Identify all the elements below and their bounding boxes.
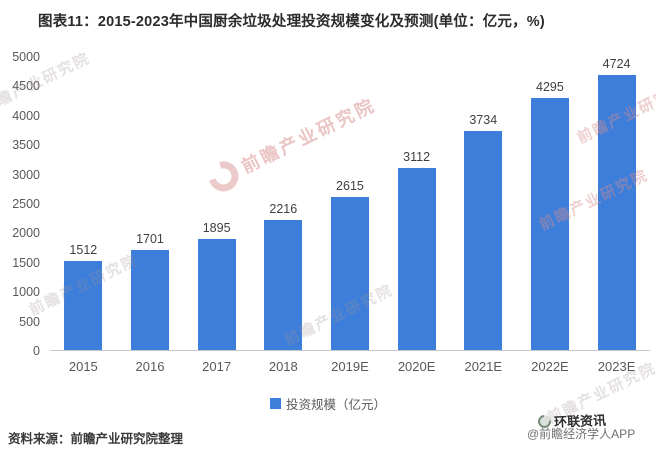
y-axis-tick-label: 2500 bbox=[12, 197, 40, 211]
bar-column: 4295 2022E bbox=[517, 57, 583, 374]
bar bbox=[130, 250, 169, 350]
y-axis-tick-label: 3500 bbox=[12, 138, 40, 153]
chart-title: 图表11：2015-2023年中国厨余垃圾处理投资规模变化及预测(单位：亿元，%… bbox=[38, 14, 545, 30]
bar-column: 1701 2016 bbox=[117, 57, 183, 374]
y-axis-tick-label: 3000 bbox=[12, 167, 40, 182]
bar-column: 3734 2021E bbox=[450, 57, 516, 374]
x-axis-label: 2021E bbox=[464, 359, 503, 374]
bar-column: 2216 2018 bbox=[250, 57, 316, 374]
y-axis-tick-label: 4000 bbox=[12, 108, 40, 123]
bar-column: 1895 2017 bbox=[184, 57, 250, 374]
bar bbox=[197, 238, 236, 350]
x-axis-label: 2016 bbox=[135, 359, 165, 374]
bar-value-label: 4724 bbox=[602, 57, 631, 71]
bar-value-label: 2615 bbox=[336, 178, 364, 193]
bar-column: 1512 2015 bbox=[50, 57, 116, 374]
x-axis-label: 2015 bbox=[68, 359, 98, 374]
bar bbox=[64, 261, 103, 350]
bar-column: 2615 2019E bbox=[317, 57, 383, 374]
legend: 投资规模（亿元） bbox=[0, 394, 656, 413]
y-axis-tick-label: 2000 bbox=[12, 226, 40, 241]
publisher-name: 环联资讯 bbox=[553, 412, 607, 430]
y-axis-tick-label: 1500 bbox=[12, 255, 40, 270]
app-credit: @前瞻经济学人APP bbox=[527, 427, 636, 441]
bar-value-label: 3734 bbox=[469, 113, 498, 128]
x-axis-label: 2017 bbox=[202, 359, 232, 374]
publisher-badge: 环联资讯 bbox=[535, 410, 607, 431]
bar bbox=[264, 220, 303, 350]
bar bbox=[397, 167, 436, 350]
legend-swatch-icon bbox=[269, 398, 281, 409]
y-axis-tick-label: 500 bbox=[19, 314, 40, 329]
bar bbox=[464, 131, 503, 350]
y-axis-tick-label: 1000 bbox=[12, 285, 40, 300]
bar-column: 4724 2023E bbox=[584, 57, 650, 374]
plot-area: 1512 2015 1701 2016 1895 2017 2216 2018 2615 2019… bbox=[50, 57, 650, 374]
publisher-logo-icon bbox=[535, 412, 554, 431]
bar-value-label: 1512 bbox=[69, 243, 98, 258]
legend-label: 投资规模（亿元） bbox=[285, 398, 386, 412]
bar-column: 3112 2020E bbox=[384, 57, 450, 374]
y-axis-tick-label: 0 bbox=[33, 344, 40, 358]
bar bbox=[530, 98, 569, 350]
y-axis-tick-label: 5000 bbox=[12, 50, 40, 64]
bar bbox=[330, 196, 369, 350]
bar-value-label: 4295 bbox=[536, 80, 564, 95]
bar-value-label: 1895 bbox=[202, 220, 231, 235]
x-axis-label: 2022E bbox=[531, 359, 569, 374]
bar-value-label: 2216 bbox=[269, 202, 298, 217]
y-axis: 5000 4500 4000 3500 3000 2500 2000 1500 1000 500 0 bbox=[6, 50, 46, 358]
x-axis-label: 2020E bbox=[397, 359, 436, 374]
y-axis-tick-label: 4500 bbox=[12, 79, 40, 94]
source-note: 资料来源：前瞻产业研究院整理 bbox=[8, 432, 184, 446]
bar bbox=[597, 75, 636, 350]
bar-value-label: 1701 bbox=[136, 232, 164, 247]
x-axis-label: 2023E bbox=[597, 359, 636, 374]
bar-value-label: 3112 bbox=[403, 149, 431, 164]
x-axis-label: 2019E bbox=[331, 359, 369, 374]
x-axis-label: 2018 bbox=[268, 359, 298, 374]
